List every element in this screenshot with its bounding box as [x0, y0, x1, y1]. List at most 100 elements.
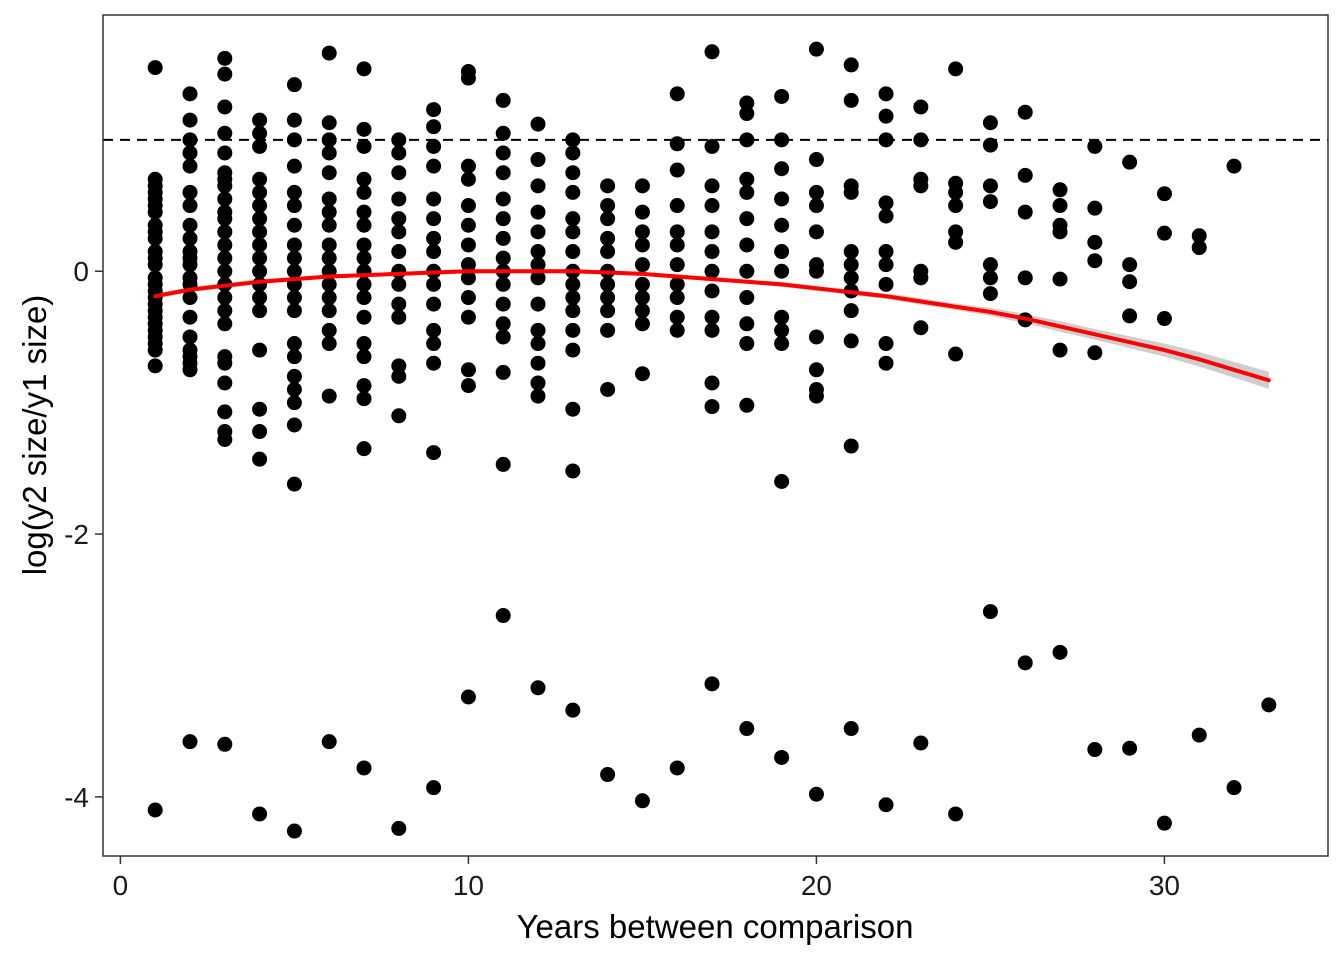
data-point: [182, 86, 198, 102]
data-point: [1122, 257, 1138, 273]
data-point: [252, 125, 268, 141]
data-point: [391, 358, 407, 374]
data-point: [1226, 780, 1242, 796]
data-point: [495, 230, 511, 246]
data-point: [774, 132, 790, 148]
data-point: [1122, 154, 1138, 170]
data-point: [774, 263, 790, 279]
fit-line-layer: [153, 269, 1271, 383]
data-point: [356, 391, 372, 407]
data-point: [356, 336, 372, 352]
data-point: [391, 165, 407, 181]
data-point: [600, 767, 616, 783]
data-point: [356, 237, 372, 253]
data-point: [426, 355, 442, 371]
data-point: [530, 116, 546, 132]
data-point: [1052, 182, 1068, 198]
data-point: [808, 198, 824, 214]
y-tick-label: -2: [64, 519, 89, 550]
data-point: [217, 66, 233, 82]
data-point: [878, 195, 894, 211]
y-tick-label: 0: [73, 256, 89, 287]
data-point: [600, 290, 616, 306]
data-point: [1122, 308, 1138, 324]
data-point: [217, 290, 233, 306]
data-point: [252, 198, 268, 214]
data-point: [808, 786, 824, 802]
data-point: [426, 102, 442, 118]
data-point: [391, 820, 407, 836]
data-point: [426, 296, 442, 312]
data-point: [147, 230, 163, 246]
data-point: [704, 178, 720, 194]
data-point: [426, 276, 442, 292]
data-point: [843, 92, 859, 108]
data-point: [391, 309, 407, 325]
data-point: [669, 198, 685, 214]
data-point: [356, 204, 372, 220]
data-point: [600, 230, 616, 246]
data-point: [495, 125, 511, 141]
data-point: [1122, 740, 1138, 756]
data-point: [530, 152, 546, 168]
data-point: [948, 346, 964, 362]
data-point: [356, 349, 372, 365]
data-point: [182, 329, 198, 345]
data-point: [391, 368, 407, 384]
data-point: [982, 115, 998, 131]
data-point: [774, 336, 790, 352]
data-point: [217, 316, 233, 332]
data-point: [669, 276, 685, 292]
data-point: [356, 250, 372, 266]
data-point: [669, 136, 685, 152]
data-point: [182, 217, 198, 233]
data-point: [1052, 198, 1068, 214]
data-point: [321, 145, 337, 161]
data-point: [704, 244, 720, 260]
data-point: [321, 45, 337, 61]
data-point: [1087, 253, 1103, 269]
data-point: [217, 178, 233, 194]
data-point: [774, 749, 790, 765]
data-point: [808, 184, 824, 200]
data-point: [565, 290, 581, 306]
data-point: [1226, 158, 1242, 174]
data-point: [182, 257, 198, 273]
data-point: [530, 680, 546, 696]
data-point: [217, 303, 233, 319]
data-point: [460, 237, 476, 253]
data-point: [321, 290, 337, 306]
data-point: [217, 237, 233, 253]
data-point: [286, 132, 302, 148]
x-axis-title: Years between comparison: [517, 908, 914, 945]
data-point: [217, 125, 233, 141]
data-point: [808, 263, 824, 279]
data-point: [356, 309, 372, 325]
data-point: [321, 204, 337, 220]
y-axis: -4 -2 0: [64, 256, 103, 813]
data-point: [147, 802, 163, 818]
data-point: [878, 336, 894, 352]
data-point: [391, 244, 407, 260]
data-point: [1017, 204, 1033, 220]
data-point: [530, 296, 546, 312]
data-point: [252, 237, 268, 253]
data-point: [495, 250, 511, 266]
data-point: [634, 204, 650, 220]
data-point: [669, 224, 685, 240]
data-point: [391, 145, 407, 161]
data-point: [808, 388, 824, 404]
data-point: [739, 95, 755, 111]
data-point: [565, 401, 581, 417]
data-point: [147, 60, 163, 76]
data-point: [217, 211, 233, 227]
data-point: [948, 234, 964, 250]
data-point: [878, 86, 894, 102]
data-point: [252, 263, 268, 279]
data-point: [739, 237, 755, 253]
data-point: [286, 336, 302, 352]
data-point: [669, 257, 685, 273]
data-point: [739, 211, 755, 227]
data-point: [252, 451, 268, 467]
